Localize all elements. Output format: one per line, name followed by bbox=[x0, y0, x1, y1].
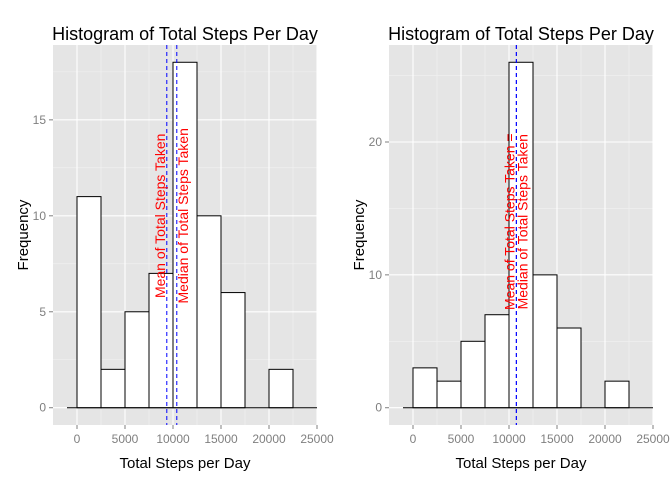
histogram-bar bbox=[532, 274, 558, 409]
histogram-bar bbox=[436, 380, 462, 409]
histogram-bar bbox=[76, 196, 102, 409]
reference-line-label: Mean of Total Steps Taken = bbox=[501, 133, 517, 310]
y-tick-label: 20 bbox=[369, 135, 383, 149]
x-tick-label: 15000 bbox=[204, 432, 238, 446]
x-tick-label: 20000 bbox=[252, 432, 286, 446]
chart-title: Histogram of Total Steps Per Day bbox=[388, 24, 654, 44]
y-tick-label: 0 bbox=[375, 401, 382, 415]
x-tick-label: 0 bbox=[410, 432, 417, 446]
x-tick-label: 10000 bbox=[492, 432, 526, 446]
histogram-bar bbox=[196, 215, 222, 409]
y-tick-label: 10 bbox=[369, 268, 383, 282]
x-tick-label: 5000 bbox=[448, 432, 475, 446]
reference-line-label: Median of Total Steps Taken bbox=[175, 128, 191, 303]
histogram-bar bbox=[124, 311, 150, 409]
x-tick-label: 15000 bbox=[540, 432, 574, 446]
reference-line-label: Mean of Total Steps Taken bbox=[152, 134, 168, 298]
x-tick-label: 25000 bbox=[300, 432, 334, 446]
y-tick-label: 10 bbox=[33, 209, 47, 223]
y-axis-title: Frequency bbox=[351, 199, 368, 270]
histogram-bar bbox=[220, 292, 246, 409]
x-axis-title: Total Steps per Day bbox=[120, 455, 251, 472]
chart-title: Histogram of Total Steps Per Day bbox=[52, 24, 318, 44]
x-tick-label: 10000 bbox=[156, 432, 190, 446]
histogram-bar bbox=[460, 340, 486, 409]
y-tick-label: 15 bbox=[33, 113, 47, 127]
histogram-bar bbox=[100, 368, 126, 409]
x-tick-label: 20000 bbox=[588, 432, 622, 446]
histogram-bar bbox=[484, 314, 510, 409]
histogram-bar bbox=[556, 327, 582, 409]
y-tick-label: 0 bbox=[39, 401, 46, 415]
histogram-bar bbox=[604, 380, 630, 409]
y-tick-label: 5 bbox=[39, 305, 46, 319]
x-tick-label: 5000 bbox=[112, 432, 139, 446]
histogram-bar bbox=[412, 367, 438, 409]
x-tick-label: 0 bbox=[74, 432, 81, 446]
y-axis-title: Frequency bbox=[15, 199, 32, 270]
reference-line-label: Median of Total Steps Taken bbox=[514, 134, 530, 309]
x-axis-title: Total Steps per Day bbox=[456, 455, 587, 472]
histogram-bar bbox=[268, 368, 294, 409]
histogram-bar bbox=[508, 61, 534, 409]
x-tick-label: 25000 bbox=[636, 432, 670, 446]
